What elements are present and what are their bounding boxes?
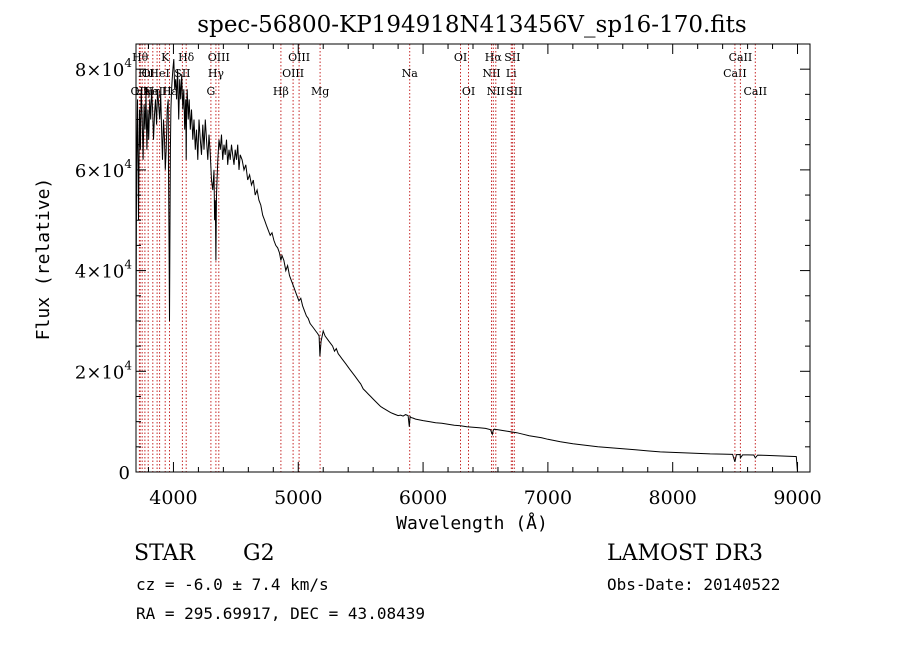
line-marker-label: Hα: [485, 51, 503, 64]
x-tick-label: 9000: [773, 487, 821, 509]
x-axis-ticks: 4000 5000 6000 7000 8000 9000: [147, 44, 822, 509]
survey-name: LAMOST DR3: [607, 541, 763, 566]
plot-frame: [135, 43, 811, 473]
x-tick-label: 7000: [524, 487, 572, 509]
line-marker-label: CaII: [743, 85, 767, 98]
line-marker-label: CaII: [729, 51, 753, 64]
line-marker-label: Hε: [162, 85, 178, 98]
line-marker-label: HeI: [149, 67, 169, 80]
line-marker-label: OI: [454, 51, 467, 64]
y-tick-label: 0: [119, 463, 130, 484]
line-marker-label: SII: [506, 85, 522, 98]
object-class: STAR: [134, 541, 196, 566]
line-marker-label: Na: [402, 67, 419, 80]
x-tick-label: 6000: [399, 487, 447, 509]
line-marker-label: SII: [504, 51, 520, 64]
x-tick-label: 5000: [274, 487, 322, 509]
spectrum-line: [135, 59, 798, 473]
line-marker-label: Hδ: [178, 51, 195, 64]
line-marker-label: OIII: [288, 51, 310, 64]
line-marker-label: Li: [506, 67, 517, 80]
line-marker-label: Hθ: [132, 51, 149, 64]
y-tick-label: 6×104: [75, 157, 132, 182]
line-marker-label: NII: [487, 85, 505, 98]
y-tick-label: 2×104: [75, 358, 132, 383]
chart-title: spec-56800-KP194918N413456V_sp16-170.fit…: [197, 12, 746, 38]
line-marker-label: OI: [142, 67, 155, 80]
line-marker-label: G: [207, 85, 216, 98]
line-marker-label: Hη: [145, 85, 161, 98]
spectral-line-markers: OIIHθHηHιOIHηNeIIIHeIKHεSIIHδGHγOIIIHβOI…: [131, 44, 767, 472]
line-marker-label: OI: [462, 85, 475, 98]
line-marker-label: OIII: [282, 67, 304, 80]
sky-coordinates: RA = 295.69917, DEC = 43.08439: [136, 604, 425, 623]
y-tick-label: 4×104: [75, 258, 132, 283]
x-axis-label: Wavelength (Å): [396, 512, 548, 534]
line-marker-label: Hγ: [208, 67, 225, 80]
line-marker-label: NII: [482, 67, 500, 80]
line-marker-label: Hβ: [273, 85, 289, 98]
object-subclass: G2: [243, 541, 275, 566]
line-marker-label: SII: [174, 67, 190, 80]
line-marker-label: CaII: [723, 67, 747, 80]
line-marker-label: OIII: [208, 51, 230, 64]
x-tick-label: 4000: [149, 487, 197, 509]
line-marker-label: K: [161, 51, 170, 64]
y-axis-ticks: 0 2×104 4×104 6×104 8×104: [75, 43, 810, 484]
y-tick-label: 8×104: [75, 56, 132, 81]
line-marker-label: Mg: [311, 85, 329, 98]
x-tick-label: 8000: [649, 487, 697, 509]
redshift-value: cz = -6.0 ± 7.4 km/s: [136, 575, 329, 594]
y-axis-label: Flux (relative): [33, 178, 54, 341]
observation-date: Obs-Date: 20140522: [607, 575, 780, 594]
line-marker-label: OII: [131, 85, 149, 98]
